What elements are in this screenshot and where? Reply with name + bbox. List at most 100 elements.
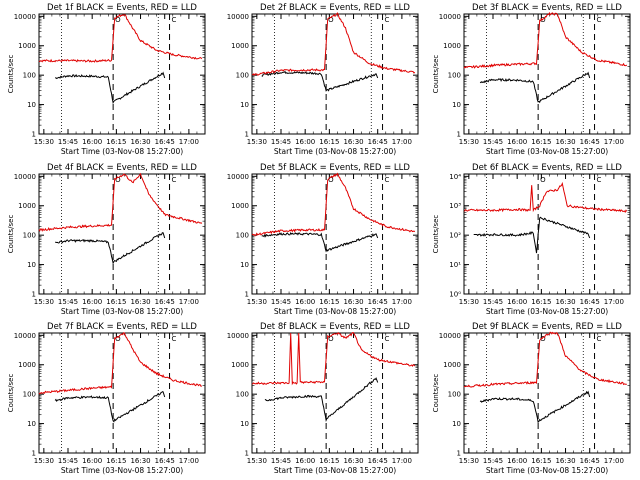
y-tick-label: 10¹: [449, 261, 461, 269]
y-tick-label: 10²: [449, 232, 461, 240]
series-lld-line: [463, 181, 628, 213]
y-tick-label: 10000: [14, 332, 36, 340]
x-tick-label: 15:45: [483, 457, 503, 465]
series-events-line: [55, 232, 166, 265]
x-tick-label: 15:45: [271, 457, 291, 465]
x-tick-label: 15:45: [271, 298, 291, 306]
x-tick-label: 16:30: [555, 138, 575, 146]
y-tick-label: 10: [240, 101, 249, 109]
axes-frame: [251, 173, 419, 295]
x-tick-label: 16:00: [82, 138, 102, 146]
x-tick-label: 17:00: [179, 298, 199, 306]
x-tick-label: 15:30: [247, 457, 267, 465]
y-tick-label: 1000: [231, 202, 249, 210]
panel-title: Det 4f BLACK = Events, RED = LLD: [47, 163, 197, 173]
x-tick-label: 16:45: [368, 457, 388, 465]
series-events-line: [54, 391, 166, 423]
y-tick-label: 10³: [449, 202, 461, 210]
x-tick-label: 16:15: [106, 138, 126, 146]
y-tick-label: 100: [236, 391, 249, 399]
series-events-line: [264, 377, 379, 423]
y-tick-label: 100: [23, 72, 36, 80]
series-lld-line: [38, 14, 203, 63]
x-tick-label: 16:45: [368, 138, 388, 146]
x-tick-label: 16:00: [295, 457, 315, 465]
y-tick-label: 1000: [443, 361, 461, 369]
panel-title: Det 3f BLACK = Events, RED = LLD: [472, 3, 622, 13]
x-tick-label: 15:30: [459, 457, 479, 465]
x-tick-label: 16:45: [368, 298, 388, 306]
axes-frame: [463, 173, 631, 295]
marker-label: C: [172, 176, 177, 184]
marker-label: C: [385, 335, 390, 343]
x-tick-label: 16:45: [580, 138, 600, 146]
marker-label: C: [597, 335, 602, 343]
axes-frame: [38, 173, 206, 295]
series-events-line: [479, 390, 591, 424]
y-tick-label: 10000: [439, 13, 461, 21]
x-axis-label: Start Time (03-Nov-08 15:27:00): [486, 147, 608, 156]
panel-5: Det 5f BLACK = Events, RED = LLD 1 10 100 10…: [227, 163, 419, 316]
panel-title: Det 2f BLACK = Events, RED = LLD: [260, 3, 410, 13]
x-axis-label: Start Time (03-Nov-08 15:27:00): [486, 307, 608, 316]
y-tick-label: 10000: [227, 13, 249, 21]
marker-label: O: [540, 16, 546, 24]
marker-label: C: [597, 16, 602, 24]
x-tick-label: 16:30: [130, 298, 150, 306]
marker-label: C: [172, 16, 177, 24]
marker-label: O: [540, 176, 546, 184]
y-tick-label: 10000: [227, 173, 249, 181]
x-tick-label: 17:00: [392, 138, 412, 146]
y-tick-label: 100: [23, 391, 36, 399]
x-tick-label: 16:45: [580, 298, 600, 306]
x-tick-label: 17:00: [179, 138, 199, 146]
y-tick-label: 100: [448, 72, 461, 80]
y-tick-label: 10000: [14, 173, 36, 181]
x-tick-label: 16:00: [295, 298, 315, 306]
y-axis-label: Counts/sec: [432, 374, 440, 413]
y-tick-label: 10: [27, 420, 36, 428]
panel-3: Det 3f BLACK = Events, RED = LLD 1 10 100 10…: [432, 3, 631, 156]
x-tick-label: 16:00: [295, 138, 315, 146]
x-tick-label: 15:45: [58, 457, 78, 465]
x-tick-label: 17:00: [604, 298, 624, 306]
y-tick-label: 1: [457, 450, 461, 458]
y-tick-label: 1000: [443, 42, 461, 50]
series-lld-line: [463, 331, 627, 388]
y-tick-label: 100: [23, 232, 36, 240]
marker-label: C: [597, 176, 602, 184]
series-lld-line: [38, 332, 202, 395]
x-tick-label: 17:00: [392, 298, 412, 306]
x-tick-label: 15:45: [483, 138, 503, 146]
panel-title: Det 8f BLACK = Events, RED = LLD: [260, 322, 410, 332]
y-tick-label: 1000: [231, 361, 249, 369]
x-tick-label: 17:00: [179, 457, 199, 465]
x-tick-label: 16:30: [343, 298, 363, 306]
y-tick-label: 10: [27, 101, 36, 109]
x-tick-label: 15:30: [247, 138, 267, 146]
x-tick-label: 16:30: [555, 457, 575, 465]
series-lld-line: [251, 172, 416, 237]
y-tick-label: 10: [240, 420, 249, 428]
y-tick-label: 10: [452, 101, 461, 109]
x-tick-label: 16:30: [343, 457, 363, 465]
x-tick-label: 15:45: [271, 138, 291, 146]
series-events-line: [261, 232, 379, 253]
panel-9: Det 9f BLACK = Events, RED = LLD 1 10 100 10…: [432, 322, 631, 475]
panel-4: Det 4f BLACK = Events, RED = LLD 1 10 100 10…: [7, 163, 206, 316]
y-tick-label: 10⁴: [449, 173, 461, 181]
x-tick-label: 15:30: [459, 138, 479, 146]
x-axis-label: Start Time (03-Nov-08 15:27:00): [274, 466, 396, 475]
y-tick-label: 100: [236, 72, 249, 80]
x-tick-label: 15:30: [459, 298, 479, 306]
x-tick-label: 17:00: [392, 457, 412, 465]
marker-label: O: [115, 335, 121, 343]
axes-frame: [251, 332, 419, 454]
y-tick-label: 1000: [18, 42, 36, 50]
panel-1: Det 1f BLACK = Events, RED = LLD 1 10 100 10…: [7, 3, 206, 156]
x-tick-label: 16:15: [531, 138, 551, 146]
x-axis-label: Start Time (03-Nov-08 15:27:00): [274, 147, 396, 156]
x-tick-label: 16:45: [580, 457, 600, 465]
series-lld-line: [463, 11, 628, 69]
axes-frame: [463, 13, 631, 135]
